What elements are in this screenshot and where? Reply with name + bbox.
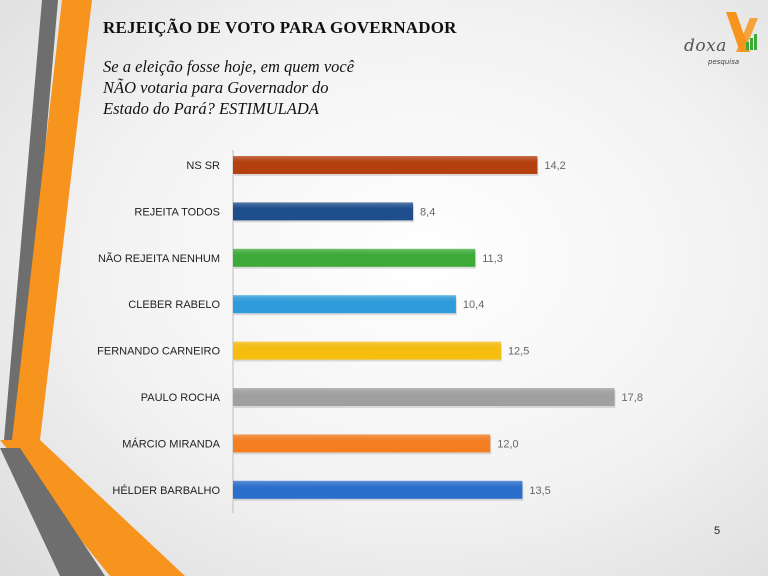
bottom-stripe-orange	[0, 440, 185, 576]
bar	[233, 480, 523, 499]
logo-wordmark: doxa	[684, 36, 727, 56]
logo-x-orange-icon-2	[736, 18, 758, 52]
logo-bar-icon-3	[754, 34, 757, 50]
data-label: 12,5	[508, 346, 529, 358]
logo-bar-icon-2	[750, 38, 753, 50]
data-label: 11,3	[482, 253, 503, 265]
data-label: 12,0	[497, 438, 518, 450]
bar	[233, 295, 456, 314]
subtitle-line-2: NÃO votaria para Governador do	[103, 78, 329, 97]
data-label: 17,8	[622, 392, 643, 404]
slide-subtitle: Se a eleição fosse hoje, em quem você NÃ…	[103, 56, 403, 119]
page-number: 5	[714, 525, 721, 537]
category-label: FERNANDO CARNEIRO	[97, 346, 220, 358]
category-label: NÃO REJEITA NENHUM	[98, 252, 220, 265]
data-label: 13,5	[529, 485, 550, 497]
logo-bar-icon-1	[746, 42, 749, 50]
bar	[233, 248, 476, 267]
logo-tagline: pesquisa	[708, 58, 740, 66]
slide-title: REJEIÇÃO DE VOTO PARA GOVERNADOR	[103, 18, 457, 37]
bar	[233, 434, 491, 453]
category-label: PAULO ROCHA	[141, 392, 221, 404]
category-label: MÁRCIO MIRANDA	[122, 437, 220, 450]
left-stripe-gray	[4, 0, 58, 440]
category-label: NS SR	[186, 160, 220, 172]
bar	[233, 341, 501, 360]
bar	[233, 388, 615, 406]
data-label: 14,2	[544, 160, 565, 172]
bar	[233, 156, 538, 174]
left-stripe-orange	[12, 0, 92, 440]
doxa-logo: doxa pesquisa	[684, 8, 760, 72]
bar	[233, 202, 414, 221]
data-label: 8,4	[420, 206, 435, 218]
category-label: HÉLDER BARBALHO	[112, 484, 220, 497]
subtitle-line-3: Estado do Pará? ESTIMULADA	[103, 99, 319, 118]
data-label: 10,4	[463, 299, 484, 311]
subtitle-line-1: Se a eleição fosse hoje, em quem você	[103, 57, 355, 76]
bottom-stripe-gray	[0, 448, 105, 576]
category-label: CLEBER RABELO	[128, 299, 220, 311]
category-label: REJEITA TODOS	[134, 206, 220, 218]
